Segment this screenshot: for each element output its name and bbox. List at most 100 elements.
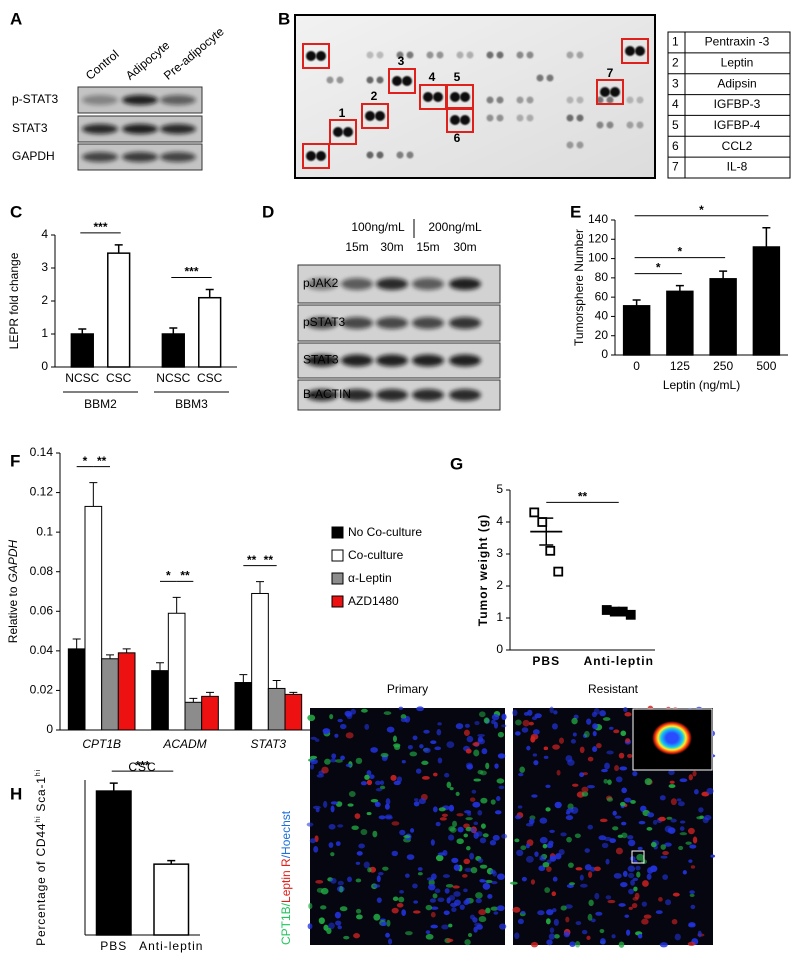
bar <box>161 333 185 368</box>
cell <box>425 933 434 940</box>
band <box>82 124 118 134</box>
array-spot <box>366 151 374 159</box>
cell <box>473 749 480 757</box>
error-bar <box>632 299 641 306</box>
bar <box>198 296 222 368</box>
array-spot <box>566 51 574 59</box>
cell <box>385 932 390 938</box>
cell <box>603 778 608 784</box>
bar <box>70 333 94 368</box>
cell <box>575 867 583 871</box>
cell <box>421 760 429 766</box>
cell <box>347 876 353 883</box>
cell <box>436 729 442 736</box>
y-tick-label: 5 <box>496 482 503 496</box>
cell <box>565 815 574 821</box>
time-label: 15m <box>416 240 439 254</box>
lane-label: Pre-adipocyte <box>161 24 227 83</box>
array-spot <box>626 96 634 104</box>
array-spot <box>536 74 544 82</box>
cell <box>646 827 653 831</box>
cell <box>587 824 594 830</box>
cell <box>546 939 553 946</box>
cell <box>606 750 614 755</box>
spot-number: 3 <box>398 54 405 68</box>
cell <box>641 901 648 907</box>
cell <box>390 774 397 781</box>
array-spot <box>546 74 554 82</box>
row-label: STAT3 <box>12 121 48 135</box>
array-spot <box>596 121 604 129</box>
cell <box>497 873 505 880</box>
cell <box>567 759 575 766</box>
cell <box>685 841 692 845</box>
charts: C 0 1 2 3 4 LEPR fold change BBM2 BBM3 NCSC CSC NCS… <box>6 202 788 953</box>
cell <box>528 818 535 825</box>
cell <box>449 787 454 791</box>
significance-label: * <box>699 203 704 217</box>
array-spot <box>436 51 444 59</box>
error-bar <box>109 782 118 792</box>
data-point <box>553 566 564 577</box>
x-tick-label: PBS <box>100 939 127 953</box>
cell <box>572 732 577 737</box>
cell <box>425 930 431 935</box>
error-bar <box>256 581 264 606</box>
cell <box>514 838 520 843</box>
cell <box>443 910 450 916</box>
data-point <box>545 545 556 556</box>
cell <box>320 887 329 895</box>
data-point <box>529 507 540 518</box>
band <box>341 278 373 290</box>
cell <box>480 770 487 776</box>
error-bar <box>106 654 114 664</box>
cell <box>689 844 697 849</box>
cell <box>586 935 591 941</box>
bar <box>709 278 737 356</box>
highlight-box <box>388 68 416 94</box>
cell <box>457 826 464 833</box>
table-number: 1 <box>672 35 679 49</box>
cell <box>559 737 564 744</box>
cell <box>309 755 318 760</box>
cell <box>624 914 630 918</box>
cell <box>666 816 673 820</box>
cell <box>435 854 444 862</box>
cell <box>391 850 399 857</box>
band <box>449 389 481 401</box>
error-bar <box>78 328 87 334</box>
cell <box>398 706 404 710</box>
cell <box>419 744 424 749</box>
band <box>376 389 408 401</box>
significance-label: *** <box>93 220 107 234</box>
cell <box>538 865 546 872</box>
cell <box>465 748 472 754</box>
y-tick-label: 0.08 <box>30 564 54 578</box>
cell <box>489 840 497 846</box>
significance-label: * <box>166 569 171 583</box>
legend-label: Co-culture <box>348 548 404 562</box>
cell <box>512 709 518 717</box>
array-spot <box>423 92 433 102</box>
cell <box>514 731 521 736</box>
significance-label: ** <box>180 569 190 583</box>
y-tick-label: 0.14 <box>30 445 54 459</box>
panel-label: G <box>450 454 463 473</box>
cell <box>518 772 524 777</box>
cell <box>452 885 460 889</box>
cell <box>473 778 482 782</box>
band <box>449 354 481 367</box>
cell <box>548 933 556 940</box>
array-spot <box>326 76 334 84</box>
cell <box>501 724 507 728</box>
cell <box>434 746 442 751</box>
cell <box>549 855 557 862</box>
array-spot <box>336 76 344 84</box>
cell <box>588 899 594 907</box>
cell <box>413 801 420 807</box>
cell <box>629 856 636 861</box>
y-tick-label: 4 <box>41 227 48 241</box>
cell <box>386 919 391 927</box>
lane-label: Control <box>83 47 122 83</box>
cell <box>532 729 540 735</box>
